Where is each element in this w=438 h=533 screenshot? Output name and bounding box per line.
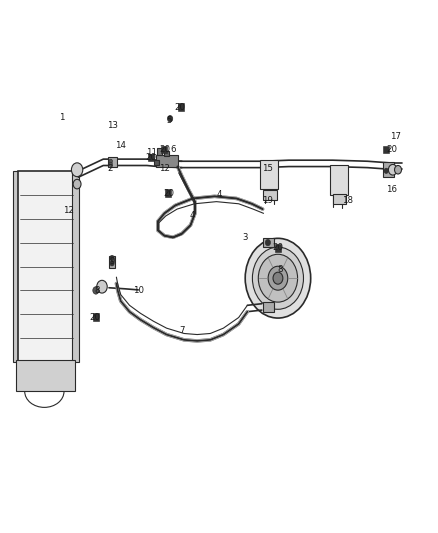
Bar: [263, 238, 274, 247]
Bar: [16, 360, 75, 391]
Bar: [154, 160, 159, 165]
Circle shape: [71, 163, 83, 176]
Bar: [108, 157, 117, 166]
Circle shape: [93, 287, 99, 294]
Text: 20: 20: [159, 145, 170, 154]
Bar: [263, 302, 274, 312]
Circle shape: [167, 116, 173, 122]
Bar: [261, 160, 278, 189]
Text: 20: 20: [163, 189, 174, 198]
Text: 20: 20: [272, 244, 283, 253]
Bar: [275, 244, 281, 252]
Text: 20: 20: [386, 145, 397, 154]
Bar: [330, 165, 348, 195]
Circle shape: [109, 159, 113, 164]
Bar: [93, 313, 99, 321]
Circle shape: [110, 261, 114, 266]
Text: 5: 5: [166, 116, 172, 125]
Text: 10: 10: [133, 286, 144, 295]
Circle shape: [268, 266, 288, 290]
Text: 18: 18: [343, 196, 353, 205]
Circle shape: [110, 255, 114, 261]
Circle shape: [245, 238, 311, 318]
Text: 12: 12: [159, 164, 170, 173]
Circle shape: [252, 247, 304, 309]
Text: 12: 12: [63, 206, 74, 215]
Bar: [178, 103, 184, 111]
Bar: [263, 190, 277, 200]
Text: 20: 20: [174, 102, 185, 111]
Text: 4: 4: [190, 212, 195, 221]
Text: 20: 20: [146, 153, 157, 162]
Text: 9: 9: [110, 257, 115, 265]
Text: 14: 14: [115, 141, 126, 150]
Circle shape: [384, 168, 389, 173]
Text: 13: 13: [106, 121, 117, 130]
Bar: [161, 146, 167, 154]
Text: 17: 17: [390, 132, 401, 141]
Text: 1: 1: [59, 113, 64, 122]
Bar: [155, 155, 177, 166]
Circle shape: [97, 280, 107, 293]
Circle shape: [109, 163, 113, 166]
Text: 7: 7: [179, 326, 185, 335]
Bar: [18, 171, 75, 362]
Text: 11: 11: [146, 148, 157, 157]
Circle shape: [265, 239, 271, 246]
Text: 16: 16: [386, 185, 397, 194]
Bar: [383, 163, 394, 177]
Text: 15: 15: [261, 164, 272, 173]
Text: 8: 8: [94, 286, 99, 295]
Text: 19: 19: [261, 196, 272, 205]
Bar: [164, 151, 169, 156]
Circle shape: [73, 179, 81, 189]
Bar: [13, 171, 20, 362]
Text: 2: 2: [107, 164, 113, 173]
Bar: [165, 189, 171, 197]
Bar: [148, 154, 154, 161]
Text: 6: 6: [170, 145, 176, 154]
Text: 8: 8: [277, 265, 283, 273]
Bar: [383, 146, 389, 154]
Circle shape: [389, 165, 397, 175]
Circle shape: [273, 272, 283, 284]
Bar: [109, 256, 115, 268]
Circle shape: [395, 165, 402, 174]
Circle shape: [93, 314, 99, 320]
Text: 3: 3: [243, 233, 248, 242]
Circle shape: [258, 254, 297, 302]
Bar: [157, 149, 162, 155]
Circle shape: [178, 104, 184, 110]
Text: 4: 4: [216, 190, 222, 199]
Text: 20: 20: [89, 312, 100, 321]
Bar: [72, 171, 79, 362]
Bar: [332, 194, 346, 204]
